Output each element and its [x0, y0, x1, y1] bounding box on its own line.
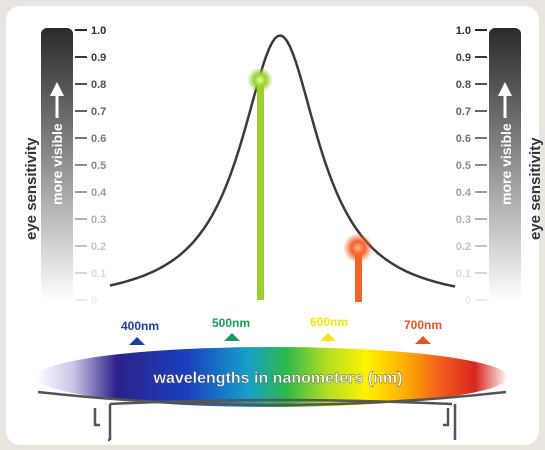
left-tick-label: 1.0 [91, 25, 106, 37]
left-tick-label: 0.4 [91, 187, 107, 199]
spectrum-band-label: wavelengths in nanometers (nm) [153, 370, 403, 387]
sensitivity-curve [109, 34, 456, 288]
left-up-arrow-icon [50, 82, 64, 118]
right-tick-label: 0.4 [456, 187, 472, 199]
marker-500nm-triangle [224, 333, 240, 341]
right-tick-labels: 1.0 0.9 0.8 0.7 0.6 0.5 0.4 0.3 0.2 0.1 0 [456, 25, 487, 307]
right-more-visible-label: more visible [498, 123, 514, 205]
green-point [247, 67, 273, 93]
orange-stem [355, 250, 362, 302]
left-tick-labels: 1.0 0.9 0.8 0.7 0.6 0.5 0.4 0.3 0.2 0.1 0 [75, 25, 107, 307]
spectrum-band [36, 347, 508, 407]
right-tick-label: 0.5 [456, 160, 471, 172]
left-tick-label: 0 [91, 295, 97, 307]
marker-400nm-triangle [129, 337, 145, 345]
green-stem [257, 82, 264, 300]
right-axis-label: eye sensitivity [527, 137, 544, 240]
right-up-arrow-icon [498, 82, 512, 118]
marker-600nm-label: 600nm [310, 315, 348, 329]
marker-400nm: 400nm [121, 319, 159, 345]
left-tick-label: 0.9 [91, 52, 106, 64]
left-more-visible-label: more visible [49, 123, 65, 205]
marker-500nm: 500nm [212, 316, 250, 341]
marker-600nm: 600nm [310, 315, 348, 341]
left-tick-label: 0.2 [91, 241, 106, 253]
left-tick-label: 0.1 [91, 268, 106, 280]
marker-700nm-label: 700nm [404, 318, 442, 332]
marker-600nm-triangle [320, 333, 336, 341]
orange-point [343, 233, 373, 263]
marker-700nm: 700nm [404, 318, 442, 344]
left-tick-label: 0.8 [91, 79, 106, 91]
right-tick-label: 0.7 [456, 106, 471, 118]
left-tick-label: 0.6 [91, 133, 106, 145]
right-tick-label: 0.9 [456, 52, 471, 64]
marker-500nm-label: 500nm [212, 316, 250, 330]
right-tick-label: 0 [465, 295, 471, 307]
panel-background [6, 6, 539, 445]
right-tick-label: 0.6 [456, 133, 471, 145]
right-tick-label: 1.0 [456, 25, 471, 37]
left-tick-label: 0.3 [91, 214, 106, 226]
left-tick-label: 0.5 [91, 160, 106, 172]
right-tick-label: 0.8 [456, 79, 471, 91]
left-tick-label: 0.7 [91, 106, 106, 118]
left-axis-label: eye sensitivity [23, 137, 40, 240]
marker-700nm-triangle [415, 336, 431, 344]
right-tick-label: 0.2 [456, 241, 471, 253]
left-sensitivity-bar [41, 28, 73, 301]
right-sensitivity-bar [489, 28, 521, 301]
right-tick-label: 0.3 [456, 214, 471, 226]
right-tick-label: 0.1 [456, 268, 471, 280]
base-stand [37, 390, 507, 442]
marker-400nm-label: 400nm [121, 319, 159, 333]
